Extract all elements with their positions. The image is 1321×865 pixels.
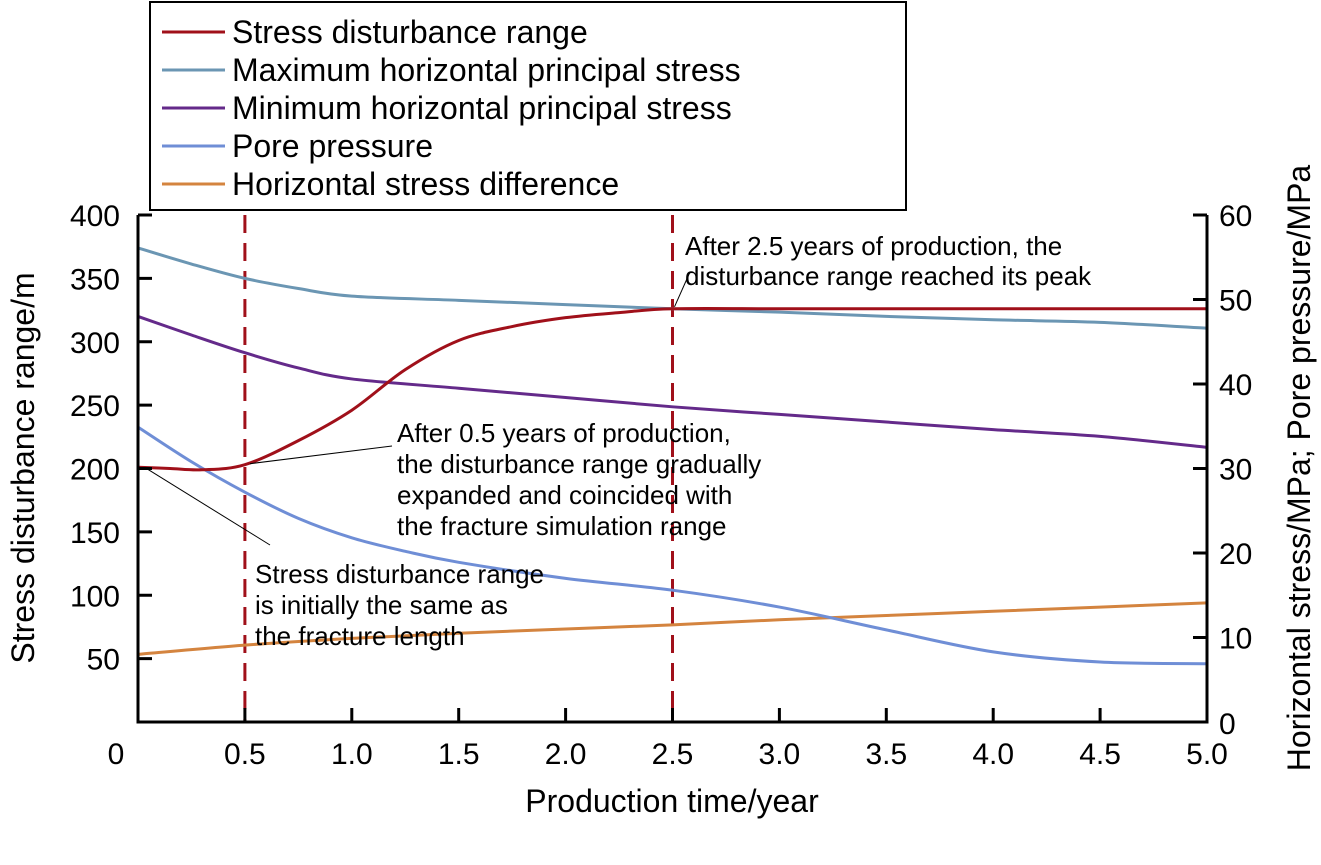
y-right-tick-label: 0 — [1219, 708, 1236, 741]
y-left-tick-label: 100 — [70, 580, 120, 613]
annotation-text: After 0.5 years of production, — [397, 418, 731, 448]
y-right-tick-label: 40 — [1219, 369, 1252, 402]
right-axis-title: Horizontal stress/MPa; Pore pressure/MPa — [1281, 165, 1317, 772]
x-tick-label: 1.0 — [331, 738, 373, 771]
annotation-text: Stress disturbance range — [255, 559, 544, 589]
annotation-leader — [145, 467, 271, 546]
legend-label: Minimum horizontal principal stress — [232, 90, 732, 126]
x-axis-title: Production time/year — [525, 783, 819, 819]
legend-box — [149, 1, 907, 211]
x-tick-label: 5.0 — [1186, 738, 1228, 771]
annotation-text: the disturbance range gradually — [397, 449, 761, 479]
legend-label: Maximum horizontal principal stress — [232, 52, 741, 88]
y-left-tick-label: 200 — [70, 454, 120, 487]
legend-label: Pore pressure — [232, 128, 433, 164]
annotation-leader — [249, 445, 393, 465]
annotation-text: the fracture length — [255, 621, 465, 651]
y-left-tick-label: 50 — [87, 644, 120, 677]
y-right-tick-label: 30 — [1219, 454, 1252, 487]
x-tick-label: 2.5 — [652, 738, 694, 771]
x-tick-label: 0 — [108, 738, 125, 771]
annotation-text: After 2.5 years of production, the — [685, 231, 1062, 261]
x-tick-label: 3.5 — [865, 738, 907, 771]
y-left-tick-label: 350 — [70, 263, 120, 296]
y-right-tick-label: 10 — [1219, 623, 1252, 656]
annotation-text: the fracture simulation range — [397, 511, 727, 541]
annotation-text: expanded and coincided with — [397, 480, 732, 510]
left-axis-title: Stress disturbance range/m — [5, 272, 41, 663]
series-line-stress-disturbance-range — [137, 307, 1207, 472]
annotations: After 2.5 years of production, thedistur… — [145, 231, 1092, 651]
series-line-minimum-horizontal-principal-stress — [137, 314, 1208, 449]
plot-area — [137, 215, 1208, 722]
series-line-pore-pressure — [137, 425, 1208, 666]
annotation-text: is initially the same as — [255, 590, 508, 620]
x-tick-label: 1.5 — [438, 738, 480, 771]
x-tick-label: 2.0 — [545, 738, 587, 771]
y-right-tick-label: 50 — [1219, 285, 1252, 318]
x-tick-label: 0.5 — [224, 738, 266, 771]
y-right-tick-label: 20 — [1219, 538, 1252, 571]
legend-label: Stress disturbance range — [232, 14, 588, 50]
y-left-tick-label: 300 — [70, 327, 120, 360]
x-tick-label: 4.5 — [1079, 738, 1121, 771]
y-left-tick-label: 250 — [70, 390, 120, 423]
annotation-leader — [674, 271, 691, 307]
ticks: 0 0.5 1.0 1.5 2.0 2.5 3.0 3.5 4.0 4.5 5.0501001502… — [70, 200, 1252, 771]
y-left-tick-label: 400 — [70, 200, 120, 233]
legend-label: Horizontal stress difference — [232, 166, 619, 202]
annotation-text: disturbance range reached its peak — [685, 261, 1092, 291]
x-tick-label: 4.0 — [972, 738, 1014, 771]
series-line-maximum-horizontal-principal-stress — [137, 246, 1208, 330]
y-right-tick-label: 60 — [1219, 200, 1252, 233]
series-line-horizontal-stress-difference — [137, 601, 1208, 656]
x-tick-label: 3.0 — [759, 738, 801, 771]
y-left-tick-label: 150 — [70, 517, 120, 550]
